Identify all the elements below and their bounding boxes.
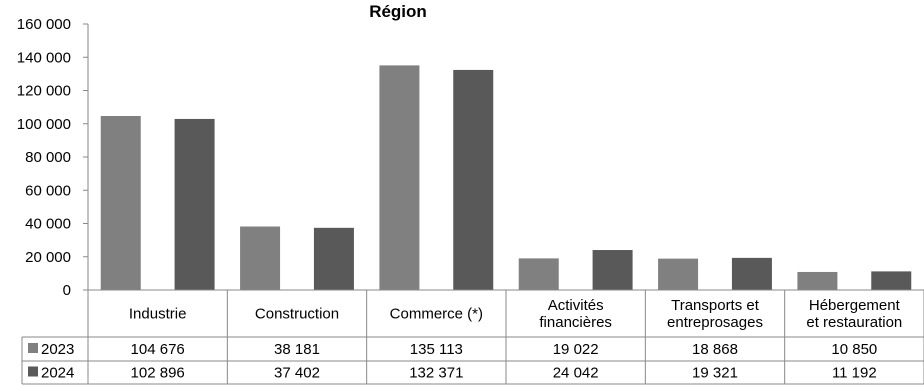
bar-2023 [658, 258, 699, 290]
data-cell: 19 321 [692, 365, 738, 382]
bar-2023 [379, 65, 420, 290]
category-label-line: entreprosages [667, 314, 763, 331]
chart-title: Région [369, 2, 427, 21]
bars [100, 65, 912, 291]
y-tick-label: 20 000 [25, 249, 71, 266]
bar-2024 [731, 257, 772, 290]
bar-2024 [871, 271, 912, 290]
category-label-line: Transports et [671, 297, 760, 314]
data-cell: 24 042 [553, 365, 599, 382]
legend-swatch-2024 [28, 366, 38, 377]
category-label-line: Hébergement [809, 297, 901, 314]
data-cell: 104 676 [131, 341, 185, 358]
bar-2024 [592, 250, 633, 290]
bar-2024 [313, 227, 354, 290]
data-cell: 135 113 [410, 341, 463, 358]
y-axis: 0 20 000 40 000 60 000 80 000 100 000 120 000 1… [17, 16, 89, 299]
category-label: Activités financières [539, 297, 612, 331]
data-cell: 38 181 [274, 341, 320, 358]
bar-2023 [518, 258, 559, 290]
data-cell: 10 850 [831, 341, 877, 358]
y-tick-label: 0 [63, 282, 71, 299]
category-label-line: Industrie [129, 306, 187, 323]
category-label: Commerce (*) [390, 306, 483, 323]
legend-label-2024: 2024 [41, 365, 74, 382]
y-tick-label: 100 000 [17, 116, 71, 133]
bar-2023 [240, 226, 281, 290]
category-label-line: Activités [548, 297, 604, 314]
data-table: Industrie Construction Commerce (*) Activit… [21, 289, 924, 385]
bar-2023 [100, 115, 141, 290]
y-tick-label: 160 000 [17, 16, 71, 33]
y-tick-label: 80 000 [25, 149, 71, 166]
category-label-line: Commerce (*) [390, 306, 483, 323]
bar-2024 [174, 118, 215, 291]
data-cell: 132 371 [409, 365, 463, 382]
bar-2024 [453, 69, 494, 290]
legend-label-2023: 2023 [41, 341, 74, 358]
data-cell: 102 896 [131, 365, 185, 382]
data-cell: 37 402 [274, 365, 320, 382]
y-tick-label: 120 000 [17, 83, 71, 100]
bar-2023 [797, 271, 838, 290]
category-label: Construction [255, 306, 339, 323]
category-label: Transports et entreprosages [667, 297, 763, 331]
legend-swatch-2023 [28, 343, 38, 353]
data-cell: 18 868 [692, 341, 738, 358]
data-cell: 11 192 [832, 365, 877, 382]
y-tick-label: 60 000 [25, 182, 71, 199]
category-label: Industrie [129, 306, 187, 323]
data-cell: 19 022 [553, 341, 599, 358]
category-label: Hébergement et restauration [806, 297, 902, 331]
category-label-line: et restauration [806, 314, 902, 331]
category-label-line: financières [539, 314, 612, 331]
y-tick-label: 140 000 [17, 49, 71, 66]
category-label-line: Construction [255, 306, 339, 323]
y-tick-label: 40 000 [25, 216, 71, 233]
